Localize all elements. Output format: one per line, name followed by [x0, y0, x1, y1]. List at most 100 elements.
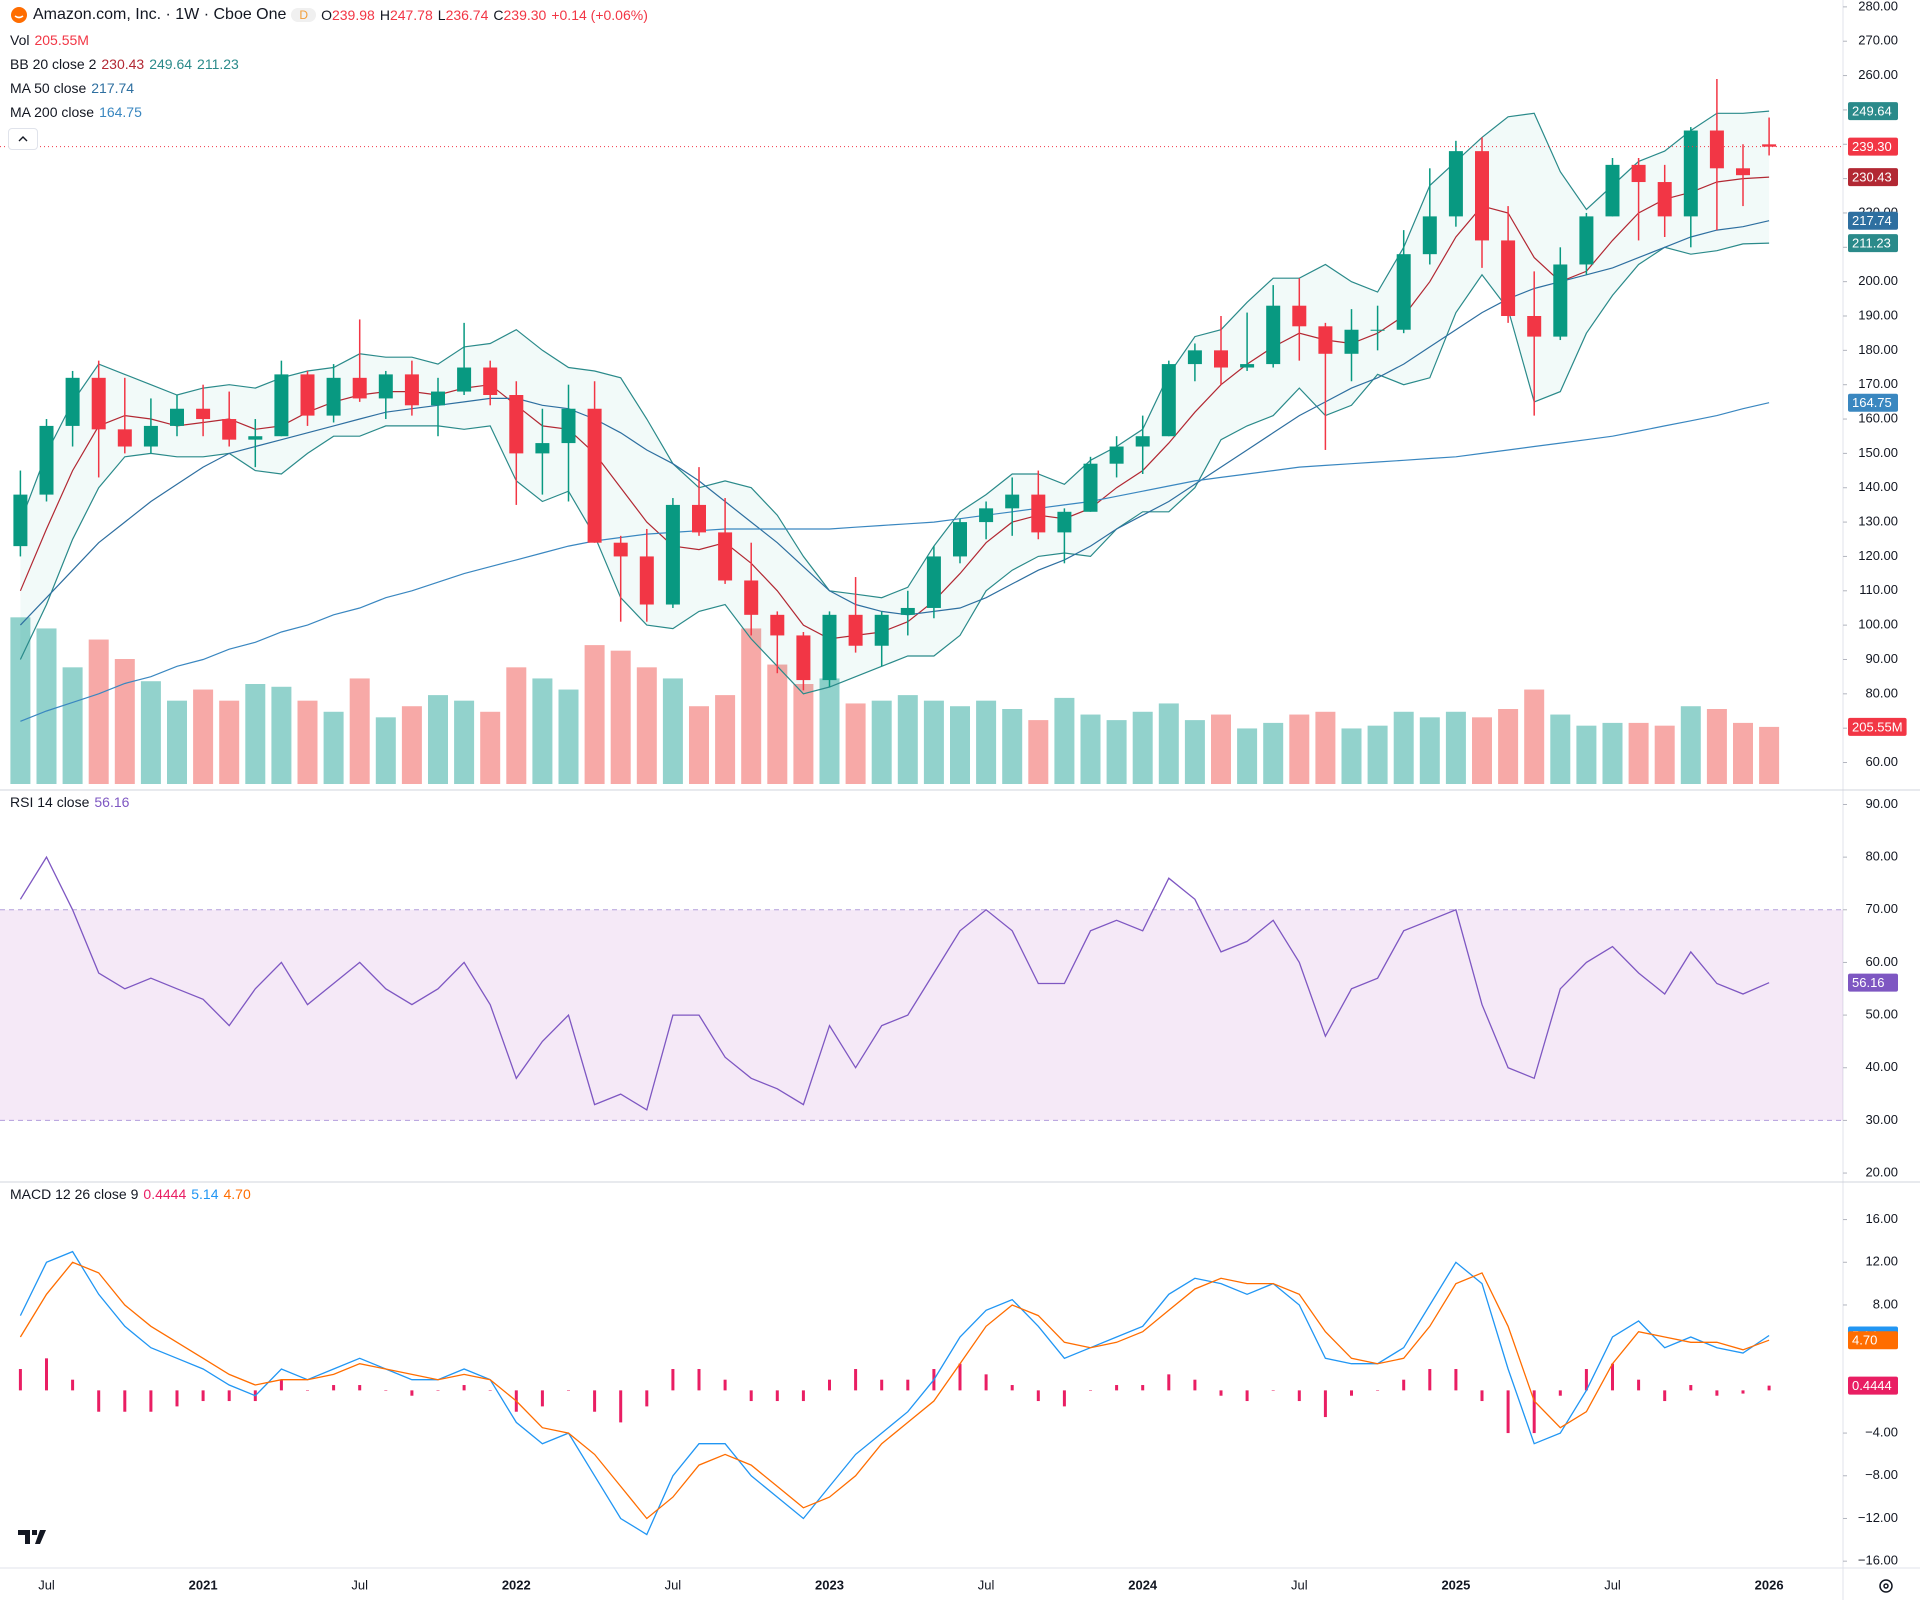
volume-bar	[1106, 720, 1127, 784]
candle-body	[1422, 216, 1437, 255]
macd-histogram-bar	[1167, 1374, 1171, 1391]
candle-body	[1370, 329, 1385, 331]
candle-body	[1553, 264, 1568, 337]
ma50-value: 217.74	[91, 80, 135, 96]
macd-histogram-bar	[1741, 1390, 1745, 1394]
macd-histogram-bar	[45, 1358, 48, 1391]
symbol-title[interactable]: Amazon.com, Inc. · 1W · Cboe One	[33, 6, 287, 23]
candle-body	[822, 614, 837, 681]
price-label: 56.16	[1848, 973, 1898, 992]
macd-histogram-bar	[645, 1390, 649, 1407]
candle-body	[1135, 436, 1150, 447]
macd-histogram-bar	[18, 1369, 22, 1391]
volume-bar	[401, 706, 422, 784]
macd-histogram-bar	[1089, 1390, 1092, 1391]
x-tick-label: 2026	[1755, 1577, 1784, 1592]
candle-body	[953, 522, 967, 557]
macd-histogram-bar	[1323, 1390, 1327, 1418]
y-tick-label: 100.00	[1858, 617, 1898, 632]
indicator-name: BB 20 close 2	[10, 56, 97, 72]
volume-bar	[167, 700, 187, 784]
macd-histogram-bar	[1480, 1390, 1484, 1402]
macd-histogram-bar	[567, 1390, 570, 1391]
candle-body	[91, 377, 106, 430]
macd-histogram-bar	[958, 1363, 962, 1391]
volume-bar	[897, 695, 918, 784]
candle-body	[1631, 164, 1646, 183]
y-tick-label: −8.00	[1865, 1467, 1898, 1482]
macd-legend[interactable]: MACD 12 26 close 9 0.4444 5.14 4.70	[10, 1186, 251, 1202]
candle-body	[1683, 130, 1698, 217]
y-tick-label: 12.00	[1865, 1254, 1898, 1269]
macd-histogram-bar	[880, 1379, 884, 1391]
x-tick-label: Jul	[1291, 1577, 1308, 1592]
bb-fill	[20, 111, 1770, 694]
y-tick-label: 30.00	[1865, 1112, 1898, 1127]
volume-bar	[1158, 703, 1179, 784]
y-tick-label: 8.00	[1873, 1296, 1898, 1311]
ma200-legend[interactable]: MA 200 close 164.75	[10, 104, 142, 120]
candle-body	[692, 504, 706, 533]
y-tick-label: 90.00	[1865, 796, 1898, 811]
y-tick-label: 16.00	[1865, 1211, 1898, 1226]
ohlc-letter: H	[379, 7, 390, 23]
bb-lower-line	[19, 242, 1770, 695]
candle-body	[352, 377, 367, 399]
y-tick-label: 40.00	[1865, 1059, 1898, 1074]
price-label-bg	[1848, 234, 1898, 253]
settings-gear[interactable]	[1879, 1579, 1893, 1593]
ma-line	[20, 402, 1770, 722]
candle-body	[1605, 164, 1620, 217]
candle-body	[196, 408, 211, 420]
y-tick-label: 60.00	[1865, 754, 1898, 769]
price-label-text: 249.64	[1852, 104, 1892, 119]
macd-histogram-bar	[1376, 1390, 1380, 1391]
price-label-bg	[1848, 137, 1898, 156]
candle-body	[404, 374, 419, 406]
candle-body	[926, 556, 941, 608]
candle-body	[1214, 350, 1228, 368]
price-label-text: 211.23	[1852, 236, 1891, 251]
volume-bar	[689, 706, 709, 784]
y-tick-label: 140.00	[1858, 479, 1898, 494]
volume-bar	[1028, 720, 1049, 784]
macd-histogram-bar	[332, 1385, 336, 1391]
rsi-legend[interactable]: RSI 14 close 56.16	[10, 794, 129, 810]
macd-histogram-bar	[801, 1390, 805, 1402]
bb-legend[interactable]: BB 20 close 2 230.43 249.64 211.23	[10, 56, 239, 72]
macd-histogram-bar	[123, 1390, 127, 1412]
volume-bar	[1759, 726, 1780, 784]
indicator-name: MACD 12 26 close 9	[10, 1186, 139, 1202]
bb-lower-value: 211.23	[197, 56, 239, 72]
candle-body	[13, 494, 28, 547]
collapse-legend-button[interactable]	[8, 128, 38, 150]
price-label-text: 217.74	[1852, 213, 1892, 228]
volume-bar	[741, 628, 762, 784]
macd-histogram-bar	[1611, 1363, 1614, 1391]
candle-body	[1475, 151, 1489, 241]
ma50-legend[interactable]: MA 50 close 217.74	[10, 80, 134, 96]
macd-histogram-bar	[1767, 1385, 1771, 1391]
volume-bar	[1289, 714, 1310, 784]
volume-bar	[819, 678, 840, 784]
candle-body	[483, 367, 498, 395]
macd-histogram-bar	[358, 1385, 362, 1391]
tv-logo[interactable]	[18, 1530, 46, 1544]
volume-bar	[1184, 720, 1205, 784]
price-label: 4.70	[1848, 1331, 1898, 1350]
data-badge[interactable]: D	[291, 8, 317, 22]
candle-body	[744, 580, 759, 615]
x-tick-label: 2025	[1441, 1577, 1470, 1592]
y-tick-label: −12.00	[1858, 1510, 1898, 1525]
volume-bar	[193, 689, 214, 784]
high-value: 247.78	[389, 7, 433, 23]
candle-body	[170, 408, 184, 426]
volume-bar	[767, 664, 788, 784]
macd-histogram-bar	[410, 1390, 414, 1396]
macd-hist-value: 0.4444	[143, 1186, 187, 1202]
volume-bar	[323, 711, 344, 784]
y-tick-label: 280.00	[1858, 0, 1898, 13]
volume-legend[interactable]: Vol 205.55M	[10, 32, 89, 48]
volume-bar	[1654, 725, 1675, 784]
volume-bar	[532, 678, 553, 784]
